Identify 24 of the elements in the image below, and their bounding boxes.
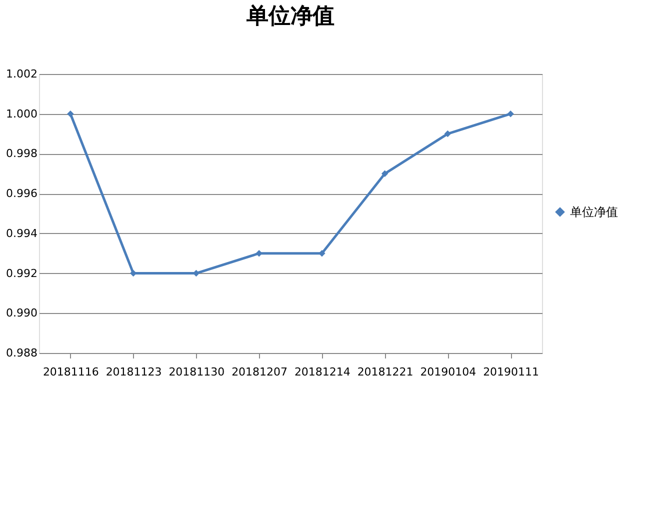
- y-tick-label: 0.992: [6, 266, 38, 280]
- y-tick-label: 0.996: [6, 187, 38, 200]
- y-tick-label: 0.998: [6, 147, 38, 160]
- legend-label: 单位净值: [570, 205, 618, 219]
- x-tick-label: 20181130: [168, 366, 225, 378]
- x-tick-label: 20181214: [294, 366, 350, 378]
- point: [444, 130, 452, 138]
- y-tick-label: 1.002: [6, 68, 38, 80]
- y-tick-label: 0.994: [6, 226, 38, 240]
- y-tick-label: 1.000: [6, 107, 38, 120]
- x-tick-label: 20190104: [420, 366, 476, 378]
- x-tick-label: 20190111: [483, 366, 540, 378]
- point: [256, 250, 262, 257]
- point: [507, 110, 514, 118]
- x-tick-label: 20181123: [106, 366, 162, 378]
- x-tick-label: 20181207: [232, 366, 288, 378]
- chart-title: 单位净值: [246, 4, 334, 29]
- x-tick-label: 20181221: [357, 366, 414, 378]
- y-tick-label: 0.990: [6, 306, 38, 320]
- x-tick-label: 20181116: [42, 366, 99, 378]
- y-tick-label: 0.988: [6, 346, 38, 360]
- point: [381, 170, 388, 177]
- point: [67, 110, 74, 118]
- point: [318, 250, 326, 257]
